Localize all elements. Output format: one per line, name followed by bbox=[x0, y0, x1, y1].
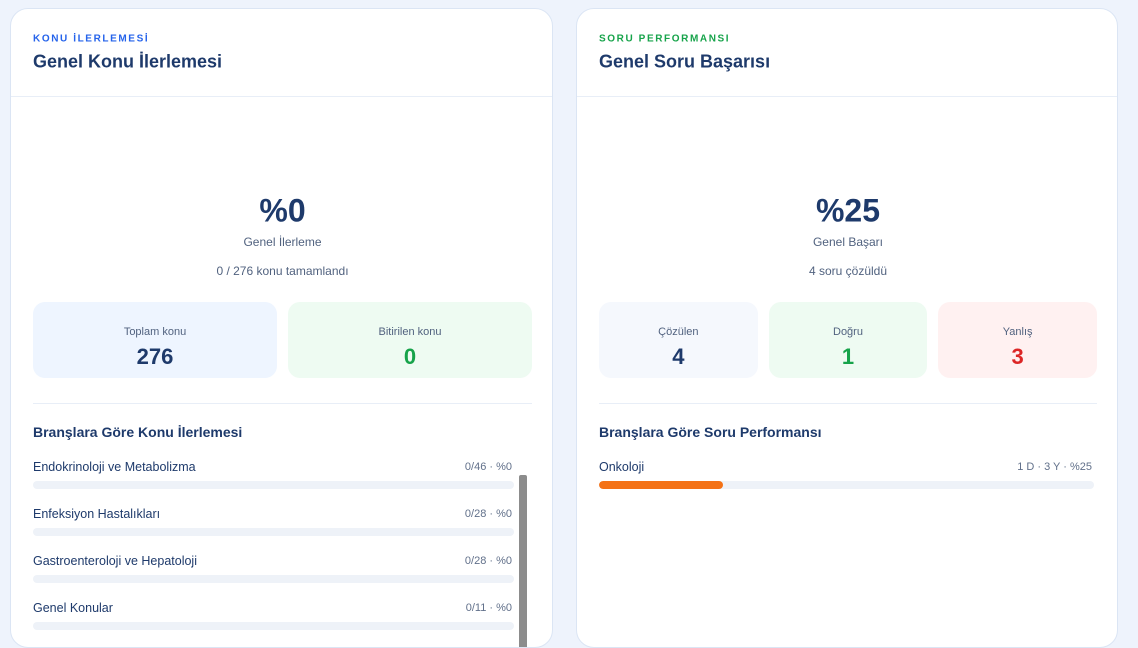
divider bbox=[33, 403, 532, 404]
scrollbar-thumb bbox=[519, 475, 527, 647]
item-meta: 0/11 · %0 bbox=[465, 602, 512, 614]
gauge-caption: Genel Başarı bbox=[812, 235, 884, 249]
item-meta: 1 D · 3 Y · %25 bbox=[1017, 461, 1092, 473]
gauge-label: %25 bbox=[815, 192, 881, 229]
eyebrow: KONU İLERLEMESİ bbox=[33, 33, 150, 45]
item-name: Gastroenteroloji ve Hepatoloji bbox=[33, 554, 197, 568]
progress-track bbox=[33, 481, 514, 489]
progress-fill bbox=[599, 481, 723, 489]
progress-track bbox=[599, 481, 1094, 489]
gauge bbox=[577, 9, 1117, 269]
card-title: Genel Soru Başarısı bbox=[599, 51, 771, 72]
progress-track bbox=[33, 528, 514, 536]
stat-box: Çözülen 4 bbox=[599, 302, 758, 378]
section-title: Branşlara Göre Konu İlerlemesi bbox=[33, 424, 243, 440]
stat-label: Bitirilen konu bbox=[378, 326, 442, 338]
divider bbox=[577, 96, 1117, 97]
stat-box: Doğru 1 bbox=[768, 302, 928, 378]
stat-label: Toplam konu bbox=[123, 326, 187, 338]
section-title: Branşlara Göre Soru Performansı bbox=[599, 424, 822, 440]
page: {"cards": [ {"eyebrow": "KONU İLERLEMESİ… bbox=[10, 8, 1118, 648]
scroll-arrow bbox=[518, 461, 528, 469]
item-meta: 0/28 · %0 bbox=[464, 555, 512, 567]
stat-label: Doğru bbox=[833, 326, 863, 338]
item-name: Enfeksiyon Hastalıkları bbox=[33, 507, 161, 521]
stat-value: 1 bbox=[841, 344, 855, 369]
stat-box: Bitirilen konu 0 bbox=[288, 302, 532, 378]
stat-box: Toplam konu 276 bbox=[33, 302, 277, 378]
stat-value: 0 bbox=[403, 344, 417, 369]
progress-track bbox=[33, 622, 514, 630]
summary: 4 soru çözüldü bbox=[808, 264, 888, 278]
divider bbox=[11, 96, 552, 97]
card: KONU İLERLEMESİ Genel Konu İlerlemesi %0 Ge… bbox=[10, 8, 553, 648]
item-name: Endokrinoloji ve Metabolizma bbox=[33, 460, 196, 474]
gauge bbox=[11, 9, 552, 269]
stat-value: 4 bbox=[672, 344, 685, 369]
item-meta: 0/46 · %0 bbox=[464, 461, 512, 473]
item-name: Onkoloji bbox=[599, 460, 645, 474]
stat-value: 276 bbox=[136, 344, 174, 369]
gauge-label: %0 bbox=[259, 192, 306, 229]
eyebrow: SORU PERFORMANSI bbox=[599, 33, 731, 45]
summary: 0 / 276 konu tamamlandı bbox=[216, 264, 349, 278]
divider bbox=[599, 403, 1097, 404]
card: SORU PERFORMANSI Genel Soru Başarısı %25 Ge… bbox=[576, 8, 1118, 648]
item-meta: 0/28 · %0 bbox=[464, 508, 512, 520]
stat-label: Çözülen bbox=[658, 326, 699, 338]
stat-box: Yanlış 3 bbox=[938, 302, 1097, 378]
stat-value: 3 bbox=[1011, 344, 1024, 369]
progress-track bbox=[33, 575, 514, 583]
card-title: Genel Konu İlerlemesi bbox=[33, 51, 223, 72]
gauge-caption: Genel İlerleme bbox=[243, 235, 322, 249]
stat-label: Yanlış bbox=[1002, 326, 1033, 338]
item-name: Genel Konular bbox=[33, 601, 113, 615]
